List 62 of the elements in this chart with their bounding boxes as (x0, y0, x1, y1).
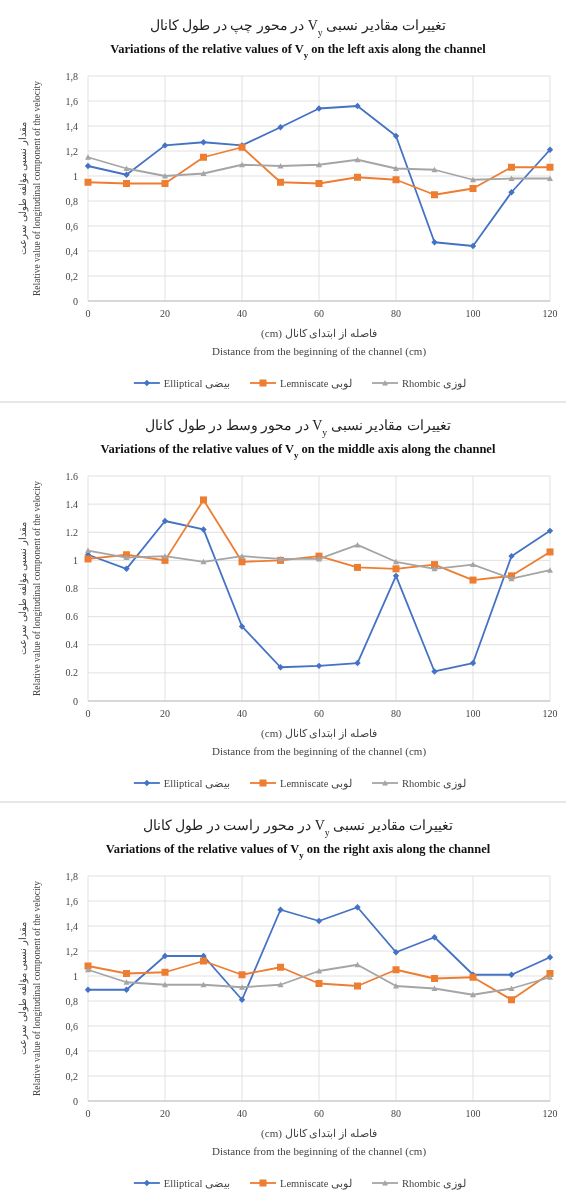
y-tick-label: 0.6 (65, 611, 78, 623)
legend-label: Rhombic لوزی (402, 377, 467, 390)
x-tick-label: 100 (465, 1108, 481, 1119)
x-tick-label: 0 (85, 308, 91, 319)
y-tick-label: 1.6 (65, 470, 78, 482)
legend-label: Elliptical بیضی (163, 377, 230, 389)
y-tick-label: 1,4 (65, 920, 78, 932)
legend-label: Elliptical بیضی (163, 1177, 230, 1189)
y-tick-label: 0.4 (65, 639, 78, 651)
x-tick-label: 100 (465, 308, 481, 319)
y-tick-label: 0,2 (65, 270, 78, 282)
x-tick-label: 0 (85, 1108, 91, 1119)
x-tick-label: 60 (314, 1108, 324, 1119)
x-tick-label: 60 (314, 708, 324, 719)
y-tick-label: 0,8 (65, 195, 78, 207)
chart-subtitle: Variations of the relative values of V$_{y}$ on the right axis along the channel (105, 842, 491, 860)
y-tick-label: 1.4 (65, 498, 78, 510)
y-tick-label: 0.2 (65, 667, 78, 679)
legend-label: Rhombic لوزی (402, 777, 467, 790)
y-tick-label: 1 (73, 170, 78, 182)
y-tick-label: 0 (73, 1095, 78, 1107)
y-tick-label: 1 (73, 554, 78, 566)
legend-label: Lemniscate لوبی (279, 1177, 353, 1190)
legend-label: Lemniscate لوبی (279, 377, 353, 390)
y-tick-label: 1 (73, 970, 78, 982)
y-tick-label: 1,4 (65, 120, 78, 132)
legend-label: Elliptical بیضی (163, 777, 230, 789)
y-tick-label: 1,6 (65, 95, 78, 107)
y-tick-label: 1.2 (65, 526, 78, 538)
y-tick-label: 0,4 (65, 1045, 78, 1057)
x-tick-label: 0 (85, 708, 91, 719)
x-tick-label: 40 (237, 1108, 247, 1119)
x-tick-label: 20 (160, 708, 170, 719)
y-tick-label: 0,4 (65, 245, 78, 257)
y-tick-label: 0 (73, 295, 78, 307)
chart-subtitle: Variations of the relative values of V$_{y}$ on the left axis along the channel (110, 42, 487, 60)
y-tick-label: 0,8 (65, 995, 78, 1007)
x-tick-label: 120 (542, 708, 558, 719)
x-tick-label: 120 (542, 308, 558, 319)
y-tick-label: 1,2 (65, 145, 78, 157)
y-tick-label: 1,8 (65, 870, 78, 882)
legend-label: Rhombic لوزی (402, 1177, 467, 1190)
y-tick-label: 1,2 (65, 945, 78, 957)
x-tick-label: 20 (160, 308, 170, 319)
x-tick-label: 60 (314, 308, 324, 319)
y-tick-label: 0 (73, 695, 78, 707)
y-tick-label: 0,6 (65, 1020, 78, 1032)
x-tick-label: 40 (237, 308, 247, 319)
y-tick-label: 0,6 (65, 220, 78, 232)
chart-subtitle: Variations of the relative values of V$_{y}$ on the middle axis along the channel (100, 442, 496, 460)
y-tick-label: 1,6 (65, 895, 78, 907)
y-tick-label: 0,2 (65, 1070, 78, 1082)
x-tick-label: 100 (465, 708, 481, 719)
x-tick-label: 20 (160, 1108, 170, 1119)
y-tick-label: 0.8 (65, 583, 78, 594)
x-tick-label: 80 (391, 708, 401, 719)
x-tick-label: 120 (542, 1108, 558, 1119)
legend-label: Lemniscate لوبی (279, 777, 353, 790)
y-tick-label: 1,8 (65, 70, 78, 82)
x-tick-label: 80 (391, 1108, 401, 1119)
x-tick-label: 40 (237, 708, 247, 719)
x-tick-label: 80 (391, 308, 401, 319)
